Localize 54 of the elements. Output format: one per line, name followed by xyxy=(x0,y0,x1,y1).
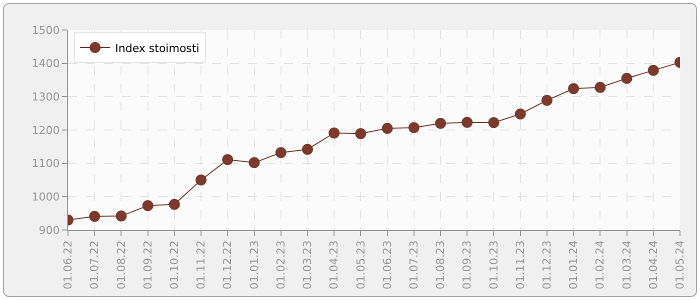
y-tick-label: 1000 xyxy=(32,190,60,204)
x-tick-label: 01.09.23 xyxy=(460,240,474,290)
x-tick-label: 01.05.23 xyxy=(354,240,368,290)
y-tick-label: 1500 xyxy=(32,24,60,37)
point xyxy=(541,94,552,106)
x-tick-label: 01.10.22 xyxy=(168,240,182,290)
x-tick-label: 01.03.24 xyxy=(620,240,634,290)
point xyxy=(328,128,340,138)
x-tick-label: 01.04.23 xyxy=(328,240,341,290)
point xyxy=(168,198,180,210)
point xyxy=(382,122,393,134)
point xyxy=(116,210,127,222)
x-tick-label: 01.10.23 xyxy=(487,240,500,290)
legend-label: Index stoimosti xyxy=(115,42,200,55)
x-tick-label: 01.12.23 xyxy=(540,240,554,290)
point xyxy=(648,64,659,76)
point xyxy=(196,174,207,186)
y-tick-label: 900 xyxy=(38,224,60,237)
point xyxy=(435,118,446,129)
x-tick-label: 01.03.23 xyxy=(301,240,314,290)
point xyxy=(142,200,154,212)
x-tick-label: 01.01.23 xyxy=(248,240,261,290)
point xyxy=(568,83,580,94)
y-tick-label: 1100 xyxy=(32,157,60,170)
point xyxy=(222,154,234,166)
point xyxy=(355,128,366,140)
x-tick-label: 01.07.22 xyxy=(88,240,102,290)
x-tick-label: 01.12.22 xyxy=(221,240,234,290)
point xyxy=(621,72,632,84)
x-tick-label: 01.06.22 xyxy=(62,240,75,290)
x-tick-label: 01.02.23 xyxy=(274,240,288,290)
x-tick-label: 01.06.23 xyxy=(380,240,394,290)
x-tick-label: 01.04.24 xyxy=(646,240,660,290)
y-tick-label: 1300 xyxy=(32,90,60,104)
point xyxy=(248,157,260,168)
point xyxy=(275,147,286,158)
point xyxy=(462,116,473,128)
x-tick-label: 01.05.24 xyxy=(674,240,687,290)
x-tick-label: 01.11.23 xyxy=(514,240,527,290)
point xyxy=(89,210,100,222)
point xyxy=(514,108,526,120)
x-tick-label: 01.09.22 xyxy=(141,240,154,290)
x-tick-label: 01.01.24 xyxy=(567,240,580,290)
point xyxy=(408,122,420,134)
y-tick-label: 1400 xyxy=(32,57,60,70)
x-tick-label: 01.02.24 xyxy=(594,240,607,290)
x-tick-label: 01.08.22 xyxy=(114,240,128,290)
point xyxy=(302,144,313,155)
x-tick-label: 01.07.23 xyxy=(407,240,420,290)
x-tick-label: 01.08.23 xyxy=(434,240,448,290)
point xyxy=(594,82,606,93)
x-tick-label: 01.11.22 xyxy=(194,240,208,290)
point xyxy=(488,117,500,128)
y-tick-label: 1200 xyxy=(32,124,60,137)
